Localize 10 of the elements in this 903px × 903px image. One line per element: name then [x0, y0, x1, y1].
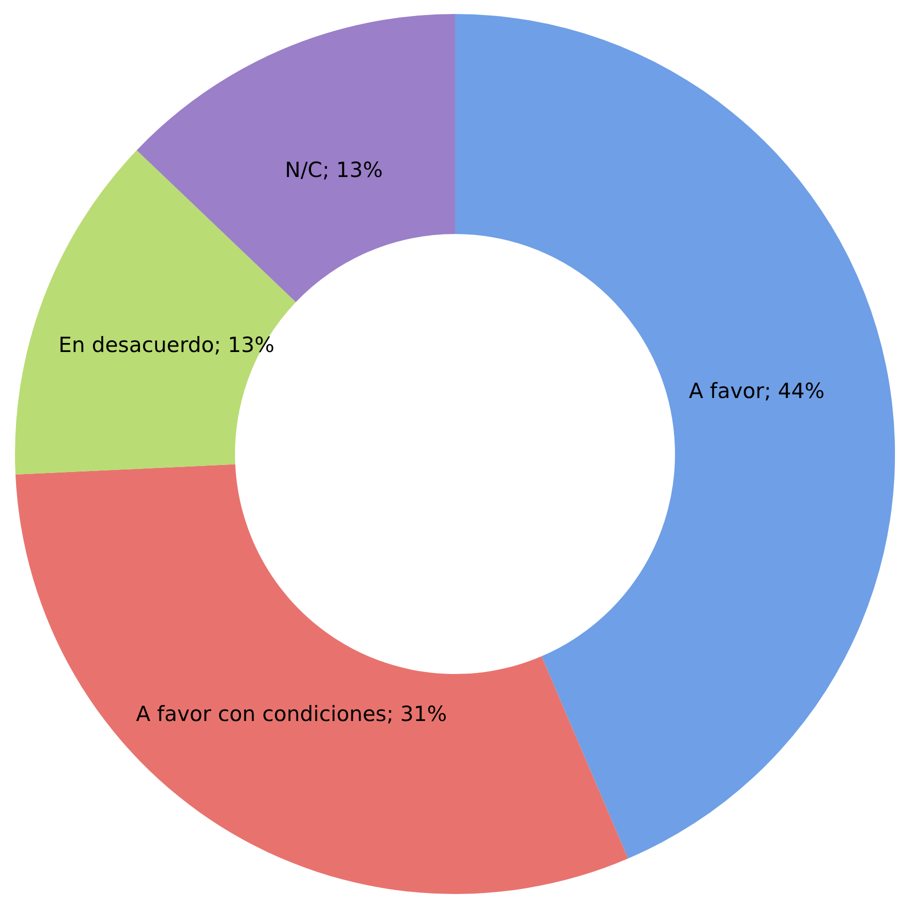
- data-label: ; 31%: [386, 702, 447, 726]
- donut-slice: [15, 464, 628, 894]
- slice-label: En desacuerdo: [58, 332, 214, 357]
- data-label: ; 13%: [322, 158, 383, 182]
- data-label: ; 44%: [764, 378, 825, 403]
- donut-slice: [455, 14, 895, 859]
- donut-slice: [136, 14, 455, 302]
- slice-label: A favor: [688, 378, 764, 403]
- slice-label: A favor con condiciones: [136, 702, 386, 726]
- slice-label: N/C: [284, 158, 322, 182]
